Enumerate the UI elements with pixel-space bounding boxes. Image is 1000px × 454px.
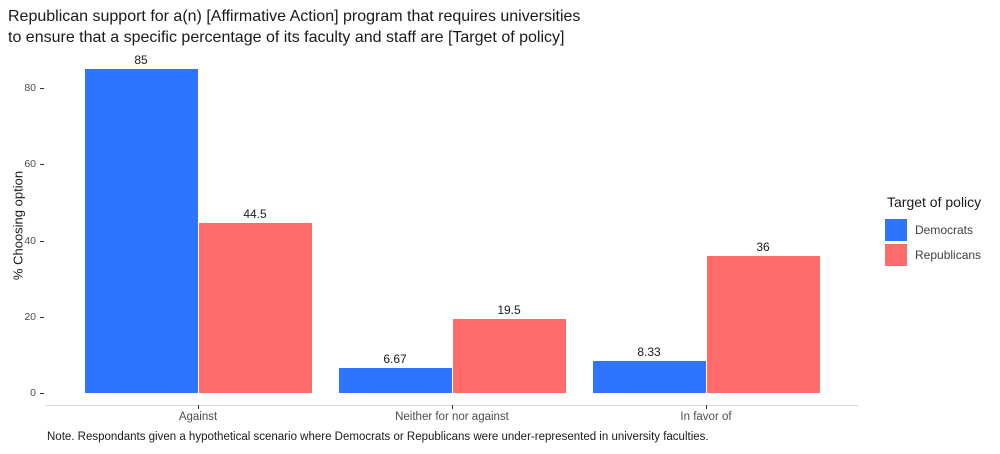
bar-value-label: 36 [756,239,770,254]
x-tick-mark [198,405,199,409]
y-tick-label: 20 [24,310,36,323]
y-tick-mark [40,164,44,166]
y-tick-mark [40,88,44,90]
legend-swatch-republicans [885,244,907,266]
y-tick-mark [40,240,44,242]
y-tick-label: 60 [24,158,36,171]
bar-value-label: 8.33 [637,345,661,360]
chart-title-line1: Republican support for a(n) [Affirmative… [8,8,581,25]
x-tick-mark [706,405,707,409]
legend: Target of policy Democrats Republicans [885,194,997,269]
chart-title-line2: to ensure that a specific percentage of … [8,29,565,46]
legend-title: Target of policy [887,194,982,210]
bar-value-label: 44.5 [243,207,267,222]
chart-title: Republican support for a(n) [Affirmative… [8,6,580,48]
bar-value-label: 19.5 [497,302,521,317]
legend-item-democrats: Democrats [885,219,997,241]
x-tick-label: In favor of [680,411,732,423]
footnote: Note. Respondants given a hypothetical s… [47,431,709,443]
bar-democrats-1 [84,68,198,393]
x-tick-label: Against [178,411,218,423]
bar-republicans-1 [198,223,312,393]
y-tick-label: 40 [24,234,36,247]
x-tick-label: Neither for nor against [395,411,509,423]
y-tick-mark [40,316,44,318]
legend-swatch-democrats [885,219,907,241]
legend-item-republicans: Republicans [885,244,997,266]
y-tick-label: 80 [24,82,36,95]
legend-item-label: Democrats [915,223,974,237]
bar-value-label: 85 [134,52,148,67]
legend-item-label: Republicans [915,248,982,262]
bar-republicans-2 [452,318,566,393]
bar-democrats-3 [592,361,706,393]
bar-republicans-3 [706,255,820,393]
y-tick-label: 0 [30,387,36,399]
bar-democrats-2 [338,367,452,393]
x-axis-line [45,405,858,406]
x-tick-mark [452,405,453,409]
bar-value-label: 6.67 [383,351,407,366]
y-tick-mark [40,393,44,394]
